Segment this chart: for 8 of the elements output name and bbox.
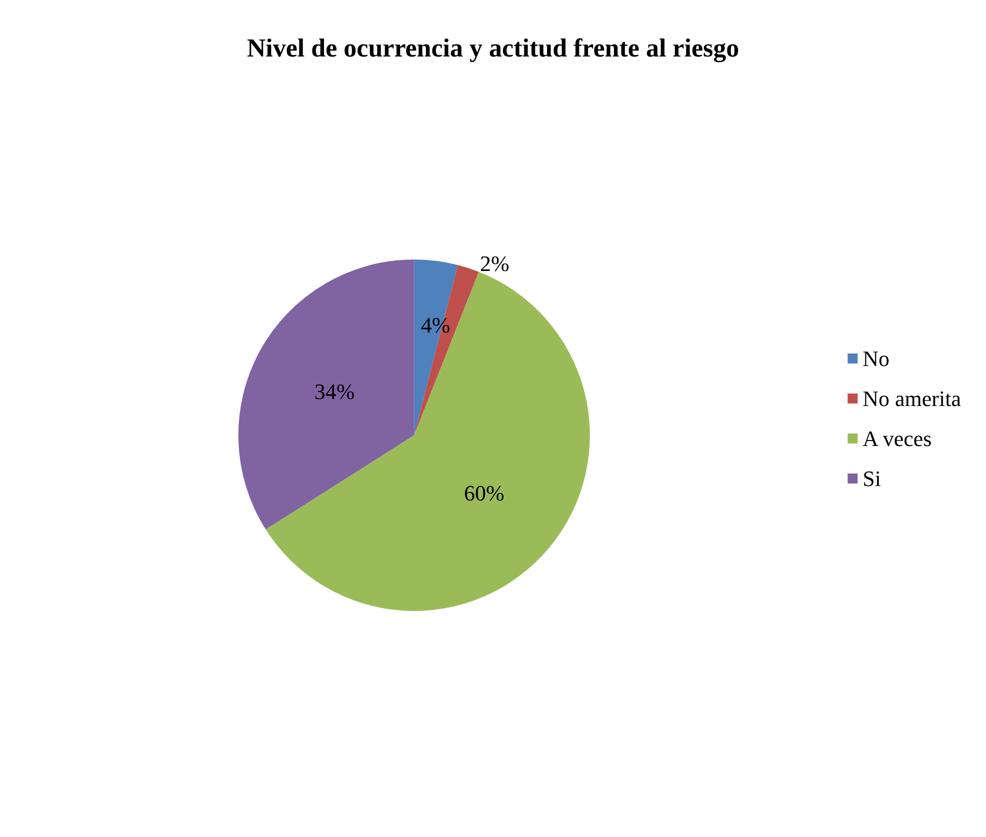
data-label: 2% <box>480 250 510 276</box>
legend-label: A veces <box>862 426 932 451</box>
legend-label: No <box>862 346 890 371</box>
chart-title: Nivel de ocurrencia y actitud frente al riesgo <box>246 34 740 62</box>
data-label: 34% <box>314 378 355 404</box>
legend-label: Si <box>862 466 882 491</box>
legend-label: No amerita <box>862 386 962 411</box>
data-label: 60% <box>464 480 504 506</box>
